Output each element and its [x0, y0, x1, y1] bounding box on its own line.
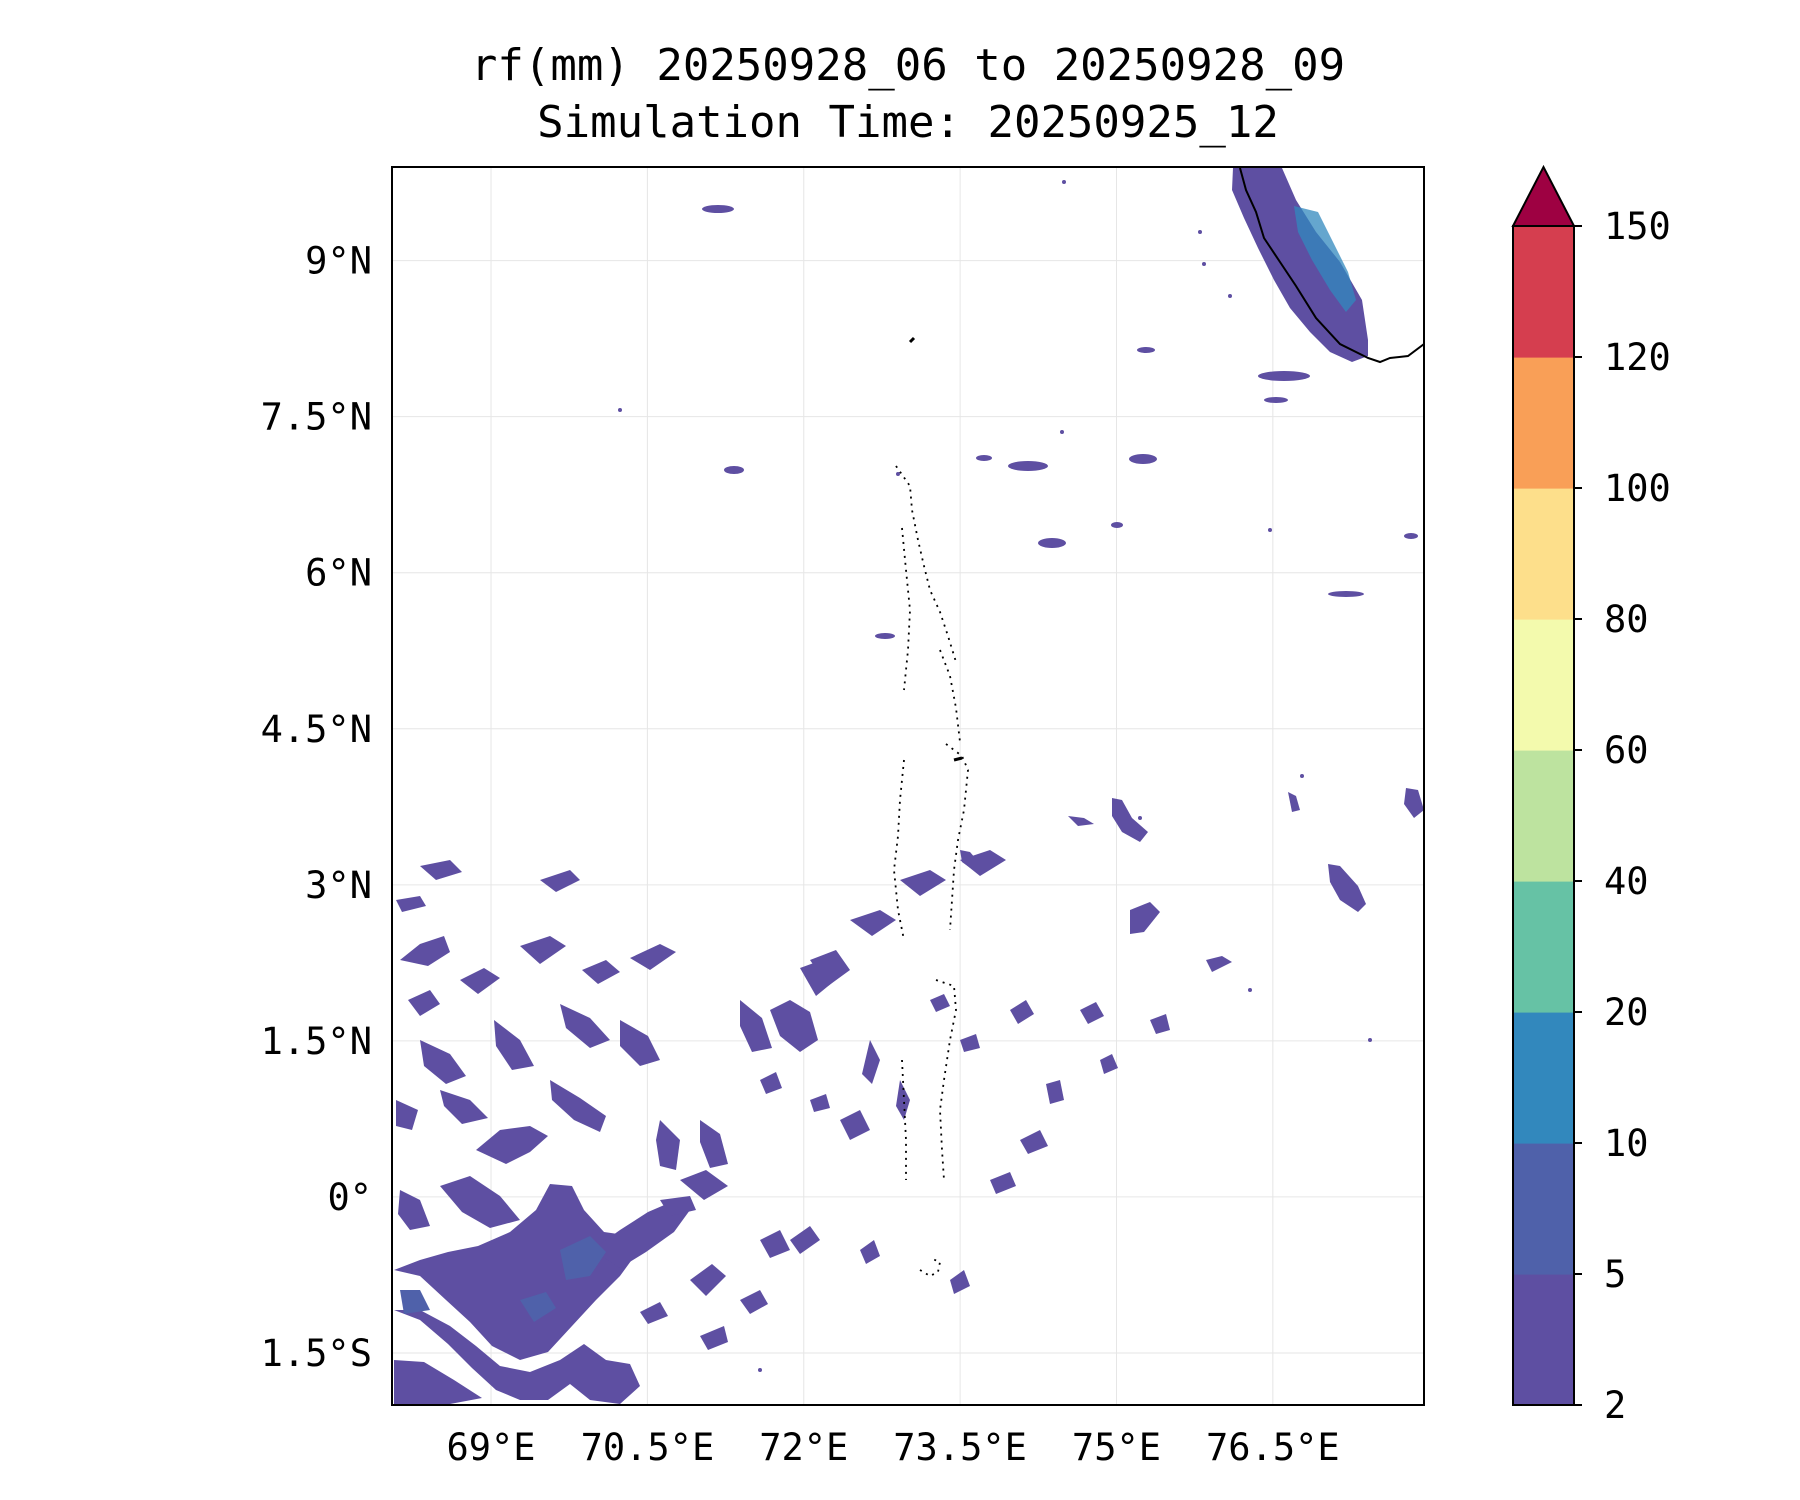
colorbar-tick-label: 10 — [1604, 1122, 1649, 1165]
rain-cell — [1111, 522, 1123, 528]
colorbar-tick-label: 120 — [1604, 336, 1671, 379]
colorbar-extend-arrow — [1511, 164, 1576, 227]
colorbar-segment — [1513, 1143, 1574, 1275]
latitude-labels: 9°N 7.5°N 6°N 4.5°N 3°N 1.5°N 0° 1.5°S — [261, 240, 372, 1375]
rain-cell — [1068, 816, 1094, 826]
longitude-labels: 69°E 70.5°E 72°E 73.5°E 75°E 76.5°E — [446, 1426, 1339, 1469]
rainfall-contours — [394, 168, 1424, 1404]
chart-title-line1: rf(mm) 20250928_06 to 20250928_09 — [470, 40, 1346, 91]
colorbar: 2 5 10 20 40 60 80 100 120 150 — [1511, 164, 1671, 1427]
lon-tick-label: 69°E — [446, 1426, 535, 1469]
chart-title-line2: Simulation Time: 20250925_12 — [537, 97, 1279, 148]
lat-tick-label: 7.5°N — [261, 396, 372, 439]
lat-tick-label: 1.5°S — [261, 1332, 372, 1375]
rain-cell-coast — [1232, 168, 1368, 362]
lat-tick-label: 4.5°N — [261, 708, 372, 751]
rain-cell — [1288, 792, 1300, 812]
lon-tick-label: 75°E — [1072, 1426, 1161, 1469]
colorbar-tick-label: 20 — [1604, 991, 1649, 1034]
lon-tick-label: 76.5°E — [1206, 1426, 1340, 1469]
lat-tick-label: 0° — [327, 1176, 372, 1219]
rain-cell — [875, 633, 895, 639]
lat-tick-label: 9°N — [305, 240, 372, 283]
coastline — [893, 167, 1424, 1278]
lat-tick-label: 1.5°N — [261, 1020, 372, 1063]
rain-cell — [1328, 864, 1366, 912]
rain-cell-coast-core — [1294, 206, 1356, 312]
rain-cell — [1258, 371, 1310, 381]
colorbar-segment — [1513, 750, 1574, 882]
rain-cell — [1137, 347, 1155, 353]
colorbar-tick-label: 5 — [1604, 1253, 1626, 1296]
colorbar-frame — [1512, 225, 1575, 1406]
colorbar-tick-label: 100 — [1604, 467, 1671, 510]
colorbar-segment — [1513, 488, 1574, 620]
rain-band-central — [760, 850, 1170, 1294]
india-coastline — [1239, 167, 1424, 364]
rain-cell — [1008, 461, 1048, 471]
rain-cell — [1112, 798, 1148, 842]
lon-tick-label: 72°E — [759, 1426, 848, 1469]
rain-cell — [1404, 788, 1424, 818]
colorbar-segment — [1513, 1274, 1574, 1406]
lat-tick-label: 6°N — [305, 552, 372, 595]
colorbar-tick-label: 40 — [1604, 860, 1649, 903]
lon-tick-label: 70.5°E — [581, 1426, 715, 1469]
rain-cell — [724, 466, 744, 474]
rain-cell — [976, 455, 992, 461]
rain-cell — [1206, 956, 1232, 972]
rain-field-southwest — [394, 860, 838, 1404]
colorbar-tick-label: 150 — [1604, 205, 1671, 248]
island-minicoy — [908, 336, 916, 344]
island-south — [953, 756, 963, 762]
rain-cell — [702, 205, 734, 213]
rain-field-southwest-core — [400, 1236, 606, 1322]
lat-tick-label: 3°N — [305, 864, 372, 907]
colorbar-tick-label: 60 — [1604, 729, 1649, 772]
rain-speckles — [618, 180, 1372, 1372]
map-frame — [391, 166, 1425, 1406]
rain-cell — [1129, 454, 1157, 464]
maldives-atolls — [893, 465, 969, 1278]
rain-cell — [1264, 397, 1288, 403]
rain-cell — [1328, 591, 1364, 597]
colorbar-segment — [1513, 1012, 1574, 1144]
colorbar-tick-label: 80 — [1604, 598, 1649, 641]
rain-cell — [1130, 902, 1160, 934]
colorbar-segment — [1513, 619, 1574, 751]
rain-cell — [1404, 533, 1418, 539]
rain-cell — [1038, 538, 1066, 548]
colorbar-segment — [1513, 881, 1574, 1013]
colorbar-tick-label: 2 — [1604, 1384, 1626, 1427]
colorbar-segment — [1513, 226, 1574, 358]
lon-tick-label: 73.5°E — [893, 1426, 1027, 1469]
colorbar-segment — [1513, 357, 1574, 489]
